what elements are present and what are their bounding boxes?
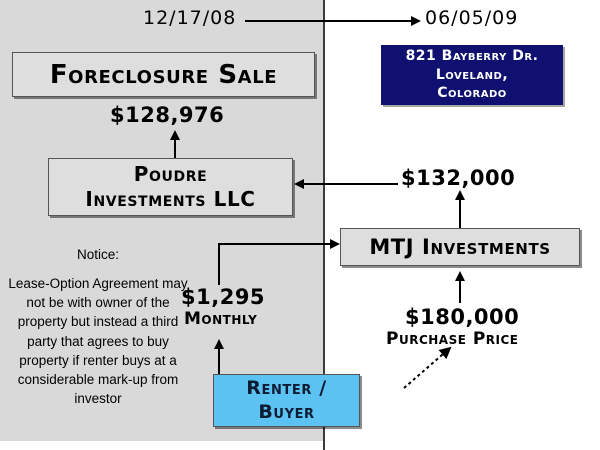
resale-price-arrow-line: [303, 183, 398, 185]
vertical-divider-line: [323, 0, 325, 450]
notice-heading: Notice:: [76, 247, 120, 262]
timeline-arrow-line: [245, 20, 411, 22]
renter-to-monthly-line: [218, 345, 220, 374]
resale-price-arrow-head: [294, 179, 304, 189]
monthly-elbow-arrow-head: [330, 239, 340, 249]
poudre-label-line-2: Investments LLC: [85, 187, 256, 211]
notice-body: Lease-Option Agreement may not be with o…: [8, 276, 188, 407]
foreclosure-price-arrow-line: [174, 136, 176, 160]
monthly-elbow-vertical-line: [218, 243, 220, 285]
renter-to-monthly-arrow-head: [214, 339, 224, 349]
timeline-end-date: 06/05/09: [425, 7, 519, 29]
renter-buyer-box[interactable]: Renter / Buyer: [213, 374, 360, 427]
mtj-to-resale-price-line: [459, 196, 461, 228]
foreclosure-price-amount: $128,976: [110, 103, 225, 127]
purchase-price-to-mtj-arrow-head: [455, 271, 465, 281]
timeline-arrow-head: [411, 16, 421, 26]
renter-buyer-label-line-1: Renter /: [246, 376, 327, 399]
resale-price-amount: $132,000: [401, 166, 516, 190]
purchase-price-to-mtj-line: [459, 277, 461, 303]
purchase-price-label: Purchase Price: [386, 329, 519, 349]
foreclosure-price-arrow-head: [170, 130, 180, 140]
monthly-elbow-horizontal-line: [218, 243, 330, 245]
monthly-amount: $1,295: [181, 285, 266, 309]
mtj-investments-label: MTJ Investments: [369, 235, 551, 259]
address-line-3: Colorado: [437, 85, 507, 102]
poudre-investments-box[interactable]: Poudre Investments LLC: [48, 158, 293, 216]
notice-block: Notice: Lease-Option Agreement may not b…: [8, 245, 188, 408]
address-line-1: 821 Bayberry Dr.: [405, 47, 539, 64]
address-line-2: Loveland,: [435, 66, 509, 83]
poudre-label-line-1: Poudre: [133, 162, 208, 186]
foreclosure-sale-label: Foreclosure Sale: [49, 59, 278, 90]
monthly-label: Monthly: [184, 309, 258, 329]
purchase-price-amount: $180,000: [405, 305, 520, 329]
property-address-box[interactable]: 821 Bayberry Dr. Loveland, Colorado: [381, 45, 563, 105]
renter-to-purchase-dotted-arrow: [403, 346, 452, 389]
mtj-to-resale-price-arrow-head: [455, 190, 465, 200]
mtj-investments-box[interactable]: MTJ Investments: [340, 228, 580, 266]
renter-buyer-label-line-2: Buyer: [258, 400, 315, 423]
foreclosure-sale-box[interactable]: Foreclosure Sale: [12, 52, 315, 97]
timeline-start-date: 12/17/08: [143, 7, 237, 29]
